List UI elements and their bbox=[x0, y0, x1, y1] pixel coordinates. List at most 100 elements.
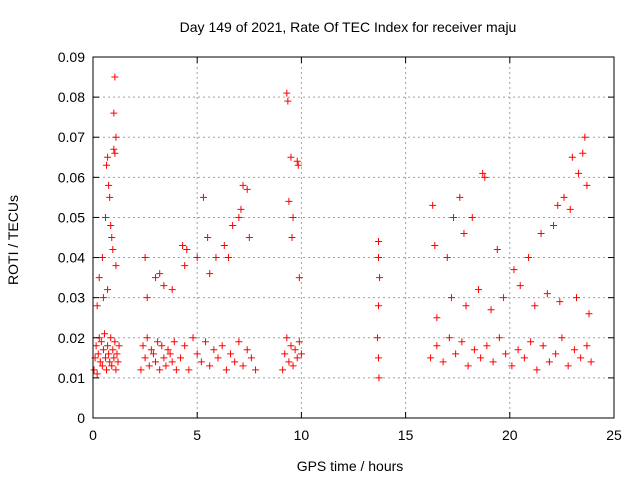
data-point bbox=[141, 354, 149, 362]
data-point bbox=[229, 221, 237, 229]
data-point bbox=[247, 354, 255, 362]
data-point bbox=[556, 298, 564, 306]
data-point bbox=[452, 350, 460, 358]
data-point bbox=[193, 350, 201, 358]
data-point bbox=[158, 342, 166, 350]
data-point bbox=[514, 346, 522, 354]
data-point bbox=[462, 302, 470, 310]
data-point bbox=[243, 185, 251, 193]
data-point bbox=[477, 354, 485, 362]
y-tick-label: 0.04 bbox=[58, 250, 85, 266]
data-point bbox=[285, 358, 293, 366]
data-point bbox=[287, 342, 295, 350]
data-point bbox=[295, 338, 303, 346]
data-point bbox=[99, 294, 107, 302]
data-point bbox=[527, 338, 535, 346]
data-point bbox=[110, 354, 118, 362]
data-point bbox=[90, 366, 98, 374]
data-point bbox=[145, 362, 153, 370]
y-tick-label: 0.03 bbox=[58, 290, 85, 306]
data-point bbox=[98, 362, 106, 370]
data-point bbox=[458, 338, 466, 346]
data-point bbox=[475, 286, 483, 294]
axis-ticks bbox=[92, 56, 615, 419]
data-point bbox=[115, 342, 123, 350]
data-point bbox=[483, 342, 491, 350]
data-point bbox=[375, 374, 383, 382]
x-tick-label: 15 bbox=[398, 427, 414, 443]
data-point bbox=[293, 157, 301, 165]
data-point bbox=[166, 350, 174, 358]
data-point bbox=[160, 282, 168, 290]
plot-frame bbox=[92, 56, 615, 419]
data-point bbox=[284, 97, 292, 105]
data-point bbox=[285, 197, 293, 205]
y-tick-label: 0.02 bbox=[58, 330, 85, 346]
data-point bbox=[431, 242, 439, 250]
data-point bbox=[183, 246, 191, 254]
data-points bbox=[90, 73, 595, 382]
y-tick-label: 0.07 bbox=[58, 129, 85, 145]
data-point bbox=[575, 169, 583, 177]
data-point bbox=[143, 334, 151, 342]
x-axis-label: GPS time / hours bbox=[297, 458, 404, 474]
data-point bbox=[189, 334, 197, 342]
data-point bbox=[92, 342, 100, 350]
data-point bbox=[537, 229, 545, 237]
data-point bbox=[479, 169, 487, 177]
data-point bbox=[456, 193, 464, 201]
data-point bbox=[288, 234, 296, 241]
data-point bbox=[162, 362, 170, 370]
data-point bbox=[543, 290, 551, 298]
data-point bbox=[560, 193, 568, 201]
data-point bbox=[376, 274, 384, 282]
data-point bbox=[99, 346, 107, 354]
x-tick-label: 5 bbox=[193, 427, 201, 443]
data-point bbox=[239, 181, 247, 189]
data-point bbox=[493, 246, 501, 254]
data-point bbox=[94, 350, 102, 358]
data-point bbox=[508, 362, 516, 370]
data-point bbox=[104, 342, 112, 350]
data-point bbox=[295, 274, 303, 282]
y-axis-label: ROTI / TECUs bbox=[5, 195, 21, 285]
data-point bbox=[525, 254, 533, 262]
x-tick-labels: 0 5 10 15 20 25 bbox=[89, 427, 622, 443]
data-point bbox=[137, 366, 145, 374]
data-point bbox=[281, 350, 289, 358]
data-point bbox=[214, 354, 222, 362]
data-point bbox=[111, 73, 119, 81]
data-point bbox=[489, 358, 497, 366]
data-point bbox=[105, 350, 113, 358]
data-point bbox=[289, 213, 297, 221]
data-point bbox=[108, 234, 116, 241]
data-point bbox=[114, 358, 122, 366]
data-point bbox=[279, 366, 287, 374]
data-point bbox=[516, 282, 524, 290]
data-point bbox=[111, 338, 119, 346]
data-point bbox=[112, 262, 120, 270]
data-point bbox=[429, 201, 437, 209]
data-point bbox=[100, 330, 108, 338]
data-point bbox=[520, 354, 528, 362]
data-point bbox=[566, 205, 574, 213]
data-point bbox=[210, 346, 218, 354]
data-point bbox=[206, 270, 214, 278]
data-point bbox=[545, 358, 553, 366]
data-point bbox=[141, 254, 149, 262]
data-point bbox=[570, 346, 578, 354]
data-point bbox=[464, 362, 472, 370]
data-point bbox=[581, 133, 589, 141]
data-point bbox=[539, 342, 547, 350]
data-point bbox=[202, 338, 210, 346]
data-point bbox=[218, 342, 226, 350]
data-point bbox=[235, 213, 243, 221]
data-point bbox=[112, 366, 120, 374]
data-point bbox=[231, 358, 239, 366]
data-point bbox=[206, 362, 214, 370]
data-point bbox=[533, 366, 541, 374]
data-point bbox=[572, 294, 580, 302]
data-point bbox=[96, 358, 104, 366]
data-point bbox=[531, 302, 539, 310]
data-point bbox=[468, 213, 476, 221]
